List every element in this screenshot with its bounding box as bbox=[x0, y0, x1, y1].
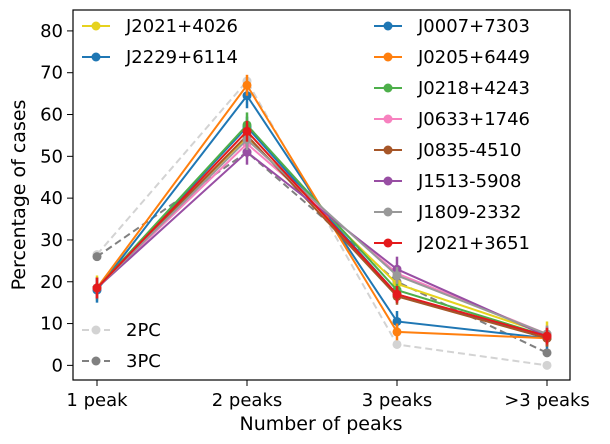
legend-entry-j1809-2332: J1809-2332 bbox=[374, 202, 521, 223]
x-tick-label-3-peaks: >3 peaks bbox=[504, 390, 590, 411]
y-tick-label-30: 30 bbox=[40, 230, 63, 251]
data-point-j0205-6449-1 bbox=[242, 80, 252, 90]
series-line-j1809-2332 bbox=[96, 138, 548, 335]
legend-marker-j0007-7303 bbox=[383, 21, 393, 31]
legend-label-j1809-2332: J1809-2332 bbox=[417, 202, 521, 223]
legend-label-j0218-4243: J0218+4243 bbox=[417, 78, 530, 99]
legend-entry-3pc: 3PC bbox=[82, 351, 161, 372]
y-tick-label-60: 60 bbox=[40, 105, 63, 126]
legend-label-3pc: 3PC bbox=[126, 351, 161, 372]
legend-label-j2021-4026: J2021+4026 bbox=[125, 16, 238, 37]
data-point-2pc-2 bbox=[392, 339, 402, 349]
legend-label-j2229-6114: J2229+6114 bbox=[125, 47, 238, 68]
legend-marker-j1809-2332 bbox=[383, 207, 393, 217]
series-line-j2021-3651 bbox=[96, 129, 548, 338]
legend-marker-j2229-6114 bbox=[91, 52, 101, 62]
y-tick-label-10: 10 bbox=[40, 314, 63, 335]
legend-label-2pc: 2PC bbox=[126, 320, 161, 341]
series-line-j1513-5908 bbox=[96, 150, 548, 338]
legend-marker-j1513-5908 bbox=[383, 176, 393, 186]
data-point-j2021-3651-2 bbox=[392, 289, 402, 299]
y-tick-label-70: 70 bbox=[40, 63, 63, 84]
data-point-3pc-3 bbox=[542, 348, 552, 358]
y-tick-label-20: 20 bbox=[40, 272, 63, 293]
legend-entry-j1513-5908: J1513-5908 bbox=[374, 171, 521, 192]
data-point-3pc-0 bbox=[92, 252, 102, 262]
data-point-j2021-3651-0 bbox=[92, 283, 102, 293]
legend-label-j0205-6449: J0205+6449 bbox=[417, 47, 530, 68]
series-line-j0835-4510 bbox=[96, 133, 548, 340]
y-tick-label-0: 0 bbox=[52, 355, 63, 376]
legend-entry-j0218-4243: J0218+4243 bbox=[374, 78, 530, 99]
legend-entry-j2021-3651: J2021+3651 bbox=[374, 233, 530, 254]
legend-marker-2pc bbox=[91, 325, 101, 335]
legend-marker-j0633-1746 bbox=[383, 114, 393, 124]
legend-entry-j0835-4510: J0835-4510 bbox=[374, 140, 521, 161]
data-point-j1513-5908-1 bbox=[242, 147, 252, 157]
legend-marker-3pc bbox=[91, 356, 101, 366]
y-tick-label-80: 80 bbox=[40, 21, 63, 42]
plot-frame bbox=[72, 9, 571, 381]
legend-entry-j0007-7303: J0007+7303 bbox=[374, 16, 530, 37]
legend-entry-2pc: 2PC bbox=[82, 320, 161, 341]
legend-entry-j0633-1746: J0633+1746 bbox=[374, 109, 530, 130]
legend-label-j0633-1746: J0633+1746 bbox=[417, 109, 530, 130]
legend-marker-j2021-3651 bbox=[383, 238, 393, 248]
legend-entry-j0205-6449: J0205+6449 bbox=[374, 47, 530, 68]
legend-marker-j0218-4243 bbox=[383, 83, 393, 93]
x-axis-label: Number of peaks bbox=[239, 413, 402, 435]
y-tick-label-40: 40 bbox=[40, 188, 63, 209]
legend-marker-j2021-4026 bbox=[91, 21, 101, 31]
legend-entry-j2021-4026: J2021+4026 bbox=[82, 16, 238, 37]
legend-marker-j0205-6449 bbox=[383, 52, 393, 62]
legend-label-j0835-4510: J0835-4510 bbox=[417, 140, 521, 161]
legend-marker-j0835-4510 bbox=[383, 145, 393, 155]
series-j2021-3651 bbox=[92, 120, 552, 345]
legend-label-j2021-3651: J2021+3651 bbox=[417, 233, 530, 254]
data-marks bbox=[92, 74, 552, 370]
data-point-j0205-6449-2 bbox=[392, 327, 402, 337]
legend-label-j0007-7303: J0007+7303 bbox=[417, 16, 530, 37]
data-point-j2021-3651-1 bbox=[242, 126, 252, 136]
legend: J2021+4026 J2229+6114 J0007+7303 J0205+6449… bbox=[82, 16, 530, 372]
x-tick-label-2-peaks: 2 peaks bbox=[212, 390, 283, 411]
axes: 0 10 20 30 40 50 60 70 80 1 peak 2 peaks 3 peaks >3 … bbox=[40, 21, 590, 411]
x-tick-label-1-peak: 1 peak bbox=[66, 390, 128, 411]
data-point-j2229-6114-2 bbox=[392, 316, 402, 326]
data-point-j2021-3651-3 bbox=[542, 331, 552, 341]
y-tick-label-50: 50 bbox=[40, 146, 63, 167]
legend-entry-j2229-6114: J2229+6114 bbox=[82, 47, 238, 68]
legend-label-j1513-5908: J1513-5908 bbox=[417, 171, 521, 192]
data-point-2pc-3 bbox=[542, 360, 552, 370]
data-point-j1809-2332-2 bbox=[392, 270, 402, 280]
y-axis-label: Percentage of cases bbox=[8, 100, 30, 291]
x-tick-label-3-peaks: 3 peaks bbox=[362, 390, 433, 411]
